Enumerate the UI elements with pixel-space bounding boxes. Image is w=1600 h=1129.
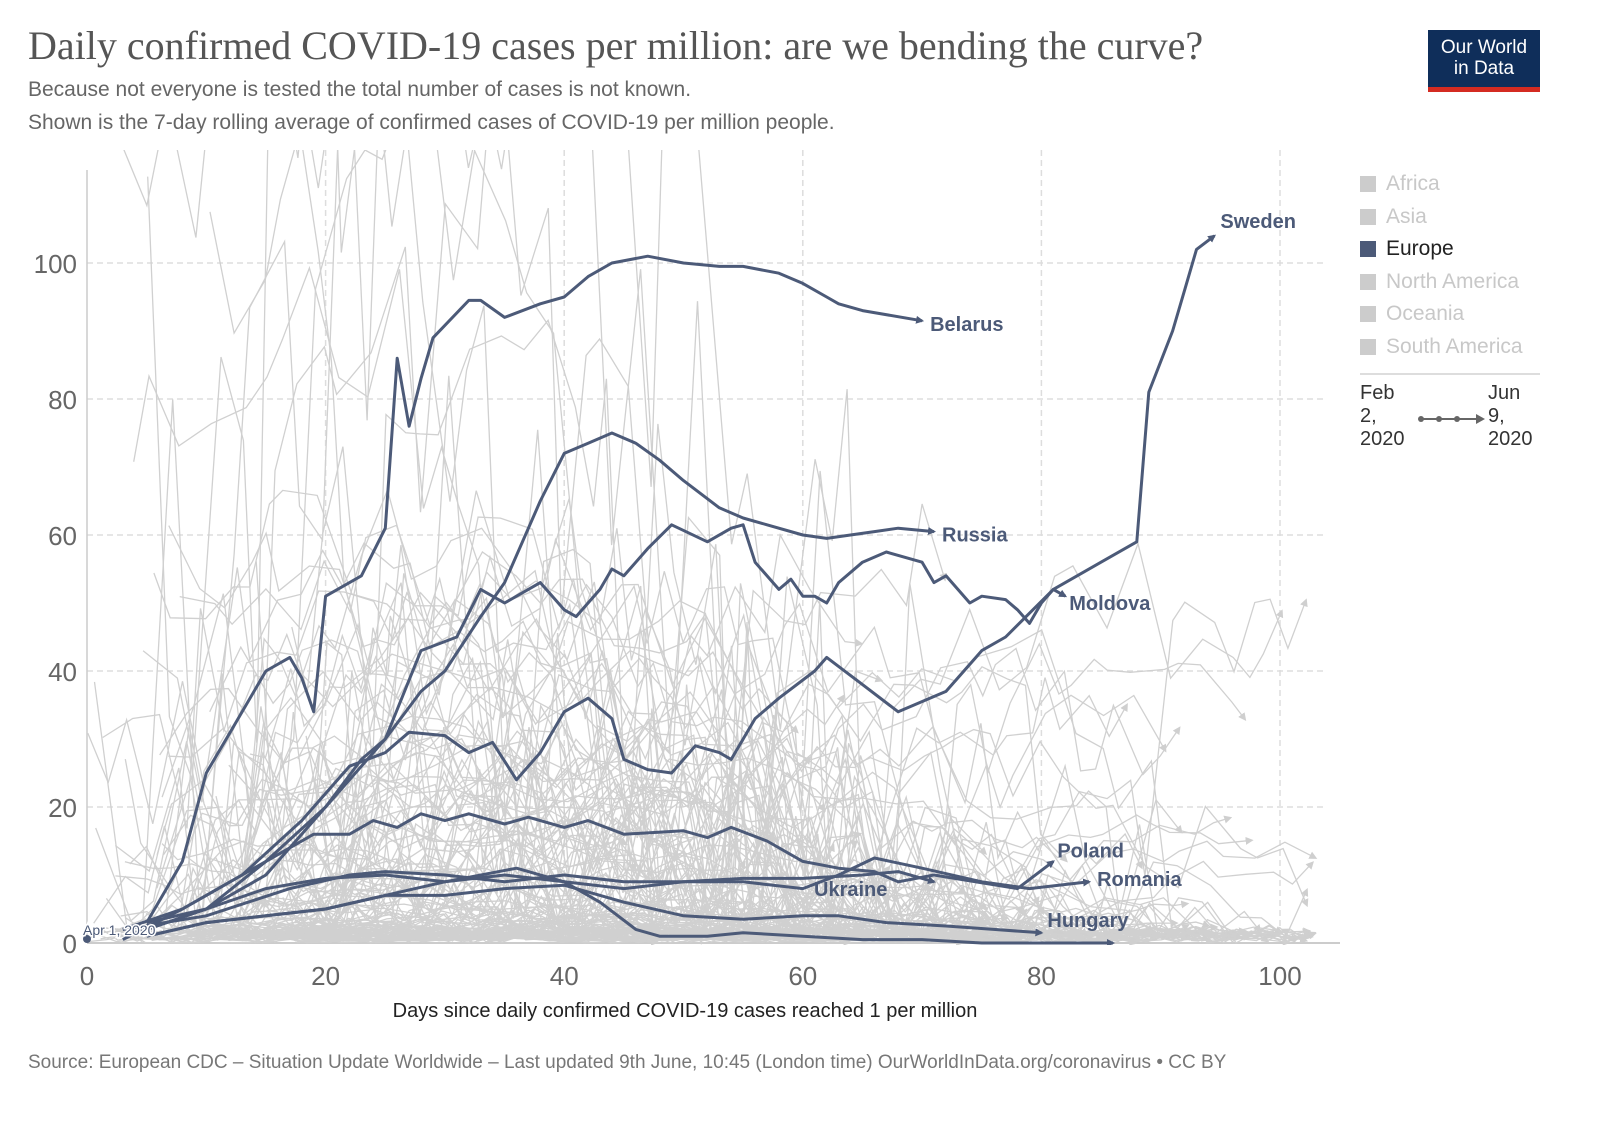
legend-swatch: [1360, 338, 1376, 355]
background-series-line: [113, 897, 1112, 944]
y-tick-label: 60: [48, 521, 77, 551]
background-series-line: [286, 899, 1038, 938]
background-series-line: [100, 910, 991, 943]
background-series-line: [96, 928, 804, 943]
series-label-ukraine: Ukraine: [814, 879, 887, 901]
legend-label: North America: [1386, 269, 1520, 293]
series-line-romania[interactable]: [122, 856, 1092, 931]
background-series-line: [147, 150, 1045, 942]
background-series-line: [234, 602, 1183, 941]
timeline-arrow-icon[interactable]: [1418, 413, 1488, 425]
logo-line2: in Data: [1453, 58, 1515, 79]
legend-swatch: [1360, 176, 1376, 193]
x-tick-label: 20: [311, 961, 340, 991]
background-series-line: [309, 541, 1284, 942]
background-series-line: [93, 150, 378, 943]
legend-swatch: [1360, 241, 1376, 258]
legend-label: Oceania: [1386, 302, 1465, 326]
legend-swatch: [1360, 208, 1376, 225]
legend-item-europe[interactable]: Europe: [1360, 233, 1540, 266]
series-label-russia: Russia: [942, 525, 1008, 547]
series-label-moldova: Moldova: [1069, 593, 1151, 615]
background-series-line: [178, 757, 826, 934]
chart-title: Daily confirmed COVID-19 cases per milli…: [28, 23, 1204, 68]
background-series-line: [124, 861, 919, 944]
y-tick-label: 40: [48, 657, 77, 687]
series-line-poland[interactable]: [122, 812, 1055, 941]
legend-label: Asia: [1386, 204, 1427, 228]
y-tick-label: 0: [63, 929, 77, 959]
timeline-end-year: 2020: [1488, 428, 1533, 450]
series-line-sweden[interactable]: [122, 234, 1216, 931]
owid-logo[interactable]: Our World in Data: [1428, 30, 1540, 92]
logo-line1: Our World: [1440, 37, 1528, 58]
legend-item-oceania[interactable]: Oceania: [1360, 298, 1540, 331]
series-label-romania: Romania: [1097, 869, 1182, 891]
y-tick-label: 80: [48, 385, 77, 415]
series-label-belarus: Belarus: [930, 314, 1003, 336]
background-series-line: [128, 571, 884, 934]
background-series-line: [241, 150, 1262, 943]
x-tick-label: 0: [80, 961, 94, 991]
x-tick-label: 40: [550, 961, 579, 991]
background-series-line: [209, 150, 986, 939]
x-axis-label: Days since daily confirmed COVID-19 case…: [392, 1000, 978, 1022]
timeline-start-month: Feb: [1360, 382, 1395, 404]
legend-item-africa[interactable]: Africa: [1360, 168, 1540, 201]
timeline-start-year: 2020: [1360, 428, 1405, 450]
legend-item-south-america[interactable]: South America: [1360, 331, 1540, 364]
chart-subtitle-2: Shown is the 7-day rolling average of co…: [28, 111, 835, 134]
background-series-line: [176, 725, 1309, 944]
series-label-hungary: Hungary: [1047, 910, 1129, 932]
background-series-line: [255, 150, 988, 938]
x-tick-label: 60: [788, 961, 817, 991]
background-series-line: [179, 524, 1061, 942]
timeline-start-day: 2,: [1360, 405, 1377, 427]
y-tick-label: 100: [34, 249, 77, 279]
legend-label: Europe: [1386, 237, 1454, 261]
background-series-line: [297, 591, 801, 921]
series-line-russia[interactable]: [146, 431, 936, 931]
background-series-line: [313, 730, 1082, 941]
series-label-sweden: Sweden: [1220, 211, 1296, 233]
background-series-line: [133, 774, 1313, 943]
legend-item-asia[interactable]: Asia: [1360, 201, 1540, 234]
series-line-unlabeled[interactable]: [146, 866, 1115, 945]
series-label-poland: Poland: [1057, 840, 1124, 862]
x-tick-label: 100: [1258, 961, 1301, 991]
background-series-line: [151, 528, 1012, 940]
timeline-end-month: Jun: [1488, 382, 1521, 404]
legend: Africa Asia Europe North America Oceania Sout…: [1360, 168, 1540, 375]
series-line-moldova[interactable]: [146, 523, 1068, 931]
legend-label: South America: [1386, 334, 1523, 358]
y-tick-label: 20: [48, 793, 77, 823]
background-series-line: [110, 911, 696, 942]
background-series-group: [87, 150, 1318, 945]
series-line-belarus[interactable]: [145, 254, 925, 924]
chart-subtitle-1: Because not everyone is tested the total…: [28, 78, 692, 101]
background-series-line: [263, 701, 1244, 944]
source-footer: Source: European CDC – Situation Update …: [28, 1052, 1227, 1073]
x-tick-label: 80: [1027, 961, 1056, 991]
legend-swatch: [1360, 306, 1376, 323]
background-series-line: [267, 600, 858, 938]
timeline-end-day: 9,: [1488, 405, 1505, 427]
legend-swatch: [1360, 273, 1376, 290]
background-series-line: [274, 629, 1202, 942]
start-point-marker: [83, 935, 91, 943]
legend-divider: [1360, 373, 1540, 375]
background-series-line: [317, 693, 1065, 943]
legend-label: Africa: [1386, 172, 1440, 196]
start-date-annotation: Apr 1, 2020: [83, 922, 156, 938]
legend-item-north-america[interactable]: North America: [1360, 266, 1540, 299]
